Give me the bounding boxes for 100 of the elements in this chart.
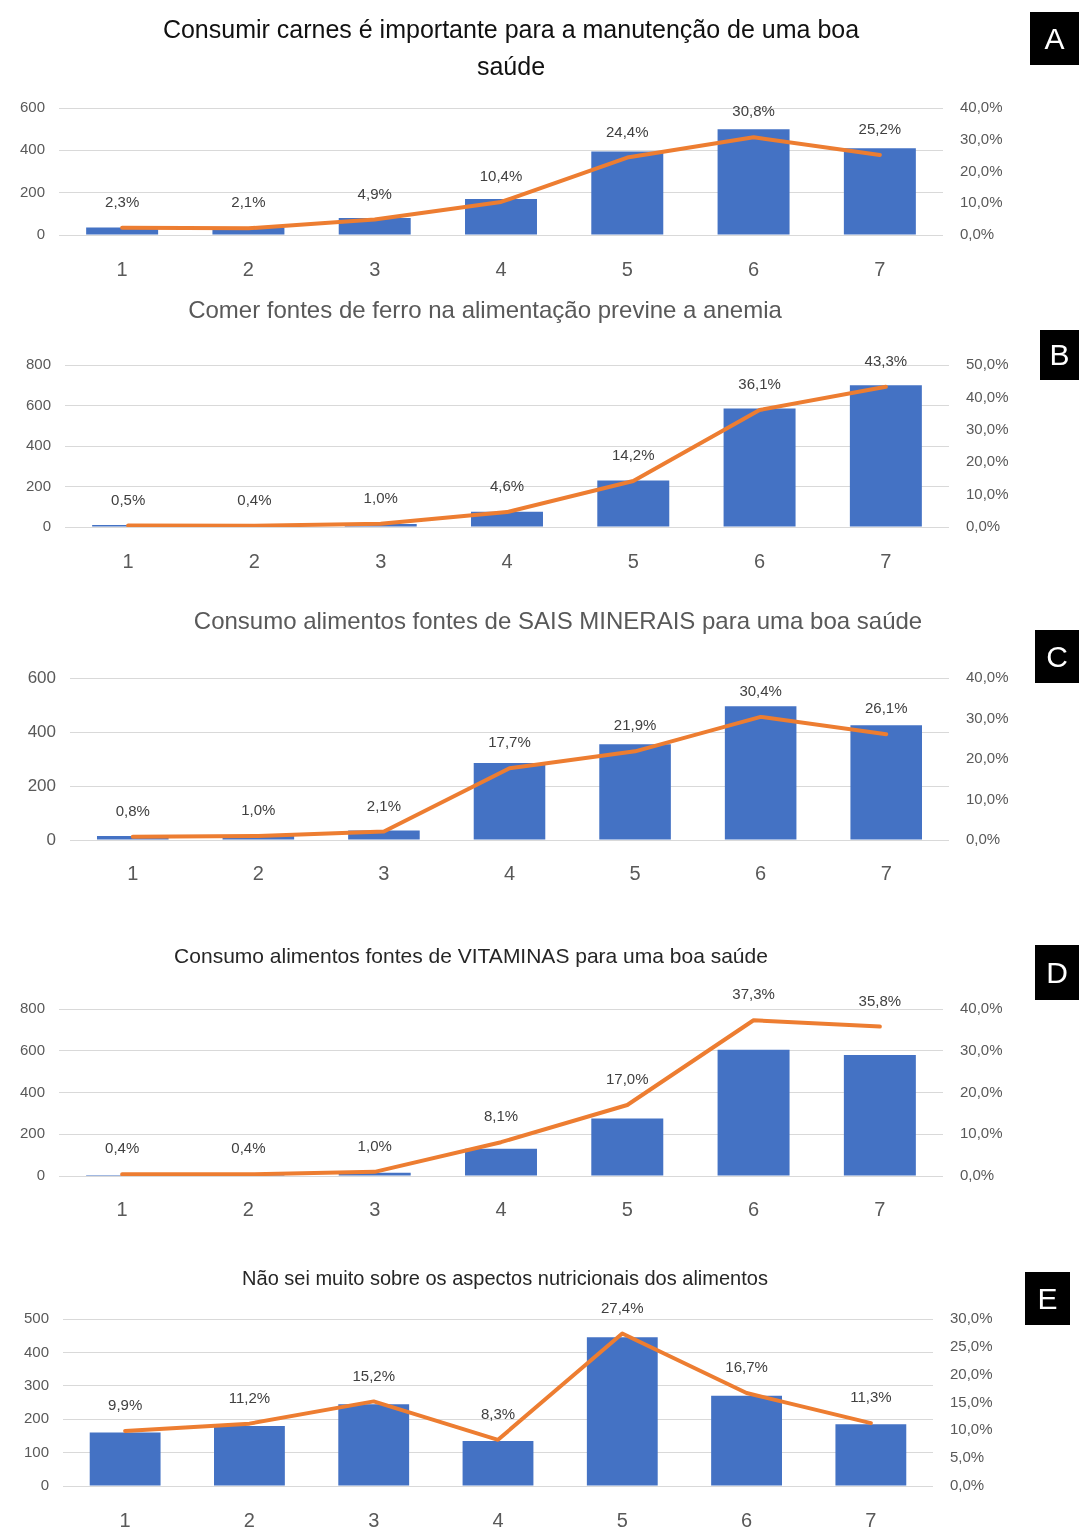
bar	[597, 480, 670, 527]
y-tick-label: 400	[23, 1342, 49, 1360]
bar	[599, 744, 671, 840]
data-label: 17,0%	[606, 1070, 649, 1088]
y2-tick-label: 20,0%	[950, 1364, 993, 1382]
y2-tick-label: 20,0%	[960, 161, 1003, 179]
y2-tick-label: 30,0%	[960, 129, 1003, 147]
x-tick-label: 7	[874, 1197, 886, 1220]
data-label: 36,1%	[738, 375, 781, 393]
y-tick-label: 200	[23, 1409, 49, 1427]
data-label: 35,8%	[858, 991, 902, 1009]
bar	[717, 129, 790, 235]
y-tick-label: 600	[25, 395, 51, 413]
y2-tick-label: 0,0%	[960, 225, 995, 243]
data-label: 2,1%	[231, 193, 266, 211]
data-label: 30,4%	[739, 682, 782, 700]
y-tick-label: 800	[19, 999, 45, 1017]
y-tick-label: 600	[19, 1040, 45, 1058]
x-tick-label: 7	[880, 549, 892, 572]
x-tick-label: 7	[865, 1508, 877, 1529]
x-tick-label: 4	[503, 861, 516, 884]
y-tick-label: 200	[27, 775, 56, 795]
x-tick-label: 1	[116, 1197, 128, 1220]
y2-tick-label: 0,0%	[966, 517, 1001, 535]
bar	[850, 725, 922, 840]
data-label: 8,1%	[483, 1107, 519, 1125]
x-tick-label: 5	[621, 1197, 633, 1220]
y2-tick-label: 10,0%	[950, 1420, 993, 1438]
chart-title: Consumir carnes é importante para a manutenção de uma boa saúde	[161, 14, 861, 82]
x-tick-label: 5	[621, 257, 633, 280]
x-tick-label: 1	[122, 549, 134, 572]
y-tick-label: 0	[42, 517, 51, 535]
data-label: 4,6%	[489, 477, 525, 495]
x-tick-label: 2	[242, 257, 254, 280]
bar	[465, 1148, 537, 1176]
y2-tick-label: 0,0%	[966, 830, 1001, 848]
y2-tick-label: 20,0%	[966, 749, 1009, 767]
bar	[717, 1049, 790, 1176]
y2-tick-label: 10,0%	[960, 193, 1003, 211]
y2-tick-label: 40,0%	[966, 387, 1009, 405]
x-tick-label: 1	[119, 1508, 131, 1529]
y2-tick-label: 20,0%	[960, 1082, 1003, 1100]
y-tick-label: 600	[27, 667, 56, 687]
text: D	[1035, 945, 1079, 1000]
data-label: 0,5%	[111, 490, 146, 508]
data-label: 25,2%	[858, 120, 902, 138]
y2-tick-label: 25,0%	[950, 1336, 993, 1354]
y2-tick-label: 5,0%	[950, 1448, 985, 1466]
x-tick-label: 2	[248, 549, 260, 572]
y-tick-label: 400	[27, 721, 56, 741]
x-tick-label: 7	[880, 861, 892, 884]
data-label: 43,3%	[864, 351, 908, 369]
x-tick-label: 6	[755, 861, 767, 884]
x-tick-label: 3	[369, 1197, 381, 1220]
data-label: 1,0%	[357, 1136, 392, 1154]
y-tick-label: 0	[36, 225, 45, 243]
y2-tick-label: 10,0%	[960, 1124, 1003, 1142]
y-tick-label: 800	[25, 355, 51, 373]
x-tick-label: 3	[375, 549, 387, 572]
y2-tick-label: 30,0%	[950, 1309, 993, 1327]
data-label: 11,2%	[228, 1388, 271, 1406]
data-label: 17,7%	[488, 733, 531, 751]
x-tick-label: 3	[378, 861, 390, 884]
data-label: 26,1%	[864, 699, 908, 717]
data-label: 8,3%	[480, 1404, 516, 1422]
y-tick-label: 600	[19, 98, 45, 116]
chart-title: Comer fontes de ferro na alimentação previne a anemia	[187, 295, 783, 325]
x-tick-label: 5	[627, 549, 639, 572]
y-tick-label: 200	[19, 182, 45, 200]
data-label: 21,9%	[613, 716, 657, 734]
bar	[338, 1404, 410, 1486]
x-tick-label: 3	[368, 1508, 380, 1529]
y2-tick-label: 50,0%	[966, 355, 1009, 373]
data-label: 1,0%	[241, 801, 276, 819]
data-label: 14,2%	[612, 446, 655, 464]
data-label: 0,8%	[115, 801, 150, 819]
y2-tick-label: 30,0%	[966, 419, 1009, 437]
y-tick-label: 200	[19, 1124, 45, 1142]
x-tick-label: 6	[748, 257, 760, 280]
y-tick-label: 0	[36, 1166, 45, 1184]
x-tick-label: 4	[495, 257, 507, 280]
y-tick-label: 100	[23, 1442, 49, 1460]
y2-tick-label: 30,0%	[966, 708, 1009, 726]
x-tick-label: 3	[369, 257, 381, 280]
bar	[591, 151, 664, 235]
text: A	[1030, 12, 1079, 65]
data-label: 4,9%	[357, 184, 392, 202]
data-label: 0,4%	[231, 1139, 266, 1157]
data-label: 15,2%	[352, 1366, 395, 1384]
data-label: 2,1%	[366, 796, 402, 814]
y-tick-label: 200	[25, 476, 51, 494]
data-label: 9,9%	[108, 1396, 143, 1414]
x-tick-label: 6	[748, 1197, 760, 1220]
chart-title: Consumo alimentos fontes de SAIS MINERAIS para uma boa saúde	[192, 606, 924, 636]
bar	[849, 385, 922, 527]
y2-tick-label: 40,0%	[960, 999, 1003, 1017]
bar	[591, 1118, 664, 1176]
data-label: 16,7%	[725, 1358, 768, 1376]
x-tick-label: 4	[495, 1197, 507, 1220]
x-tick-label: 5	[629, 861, 641, 884]
